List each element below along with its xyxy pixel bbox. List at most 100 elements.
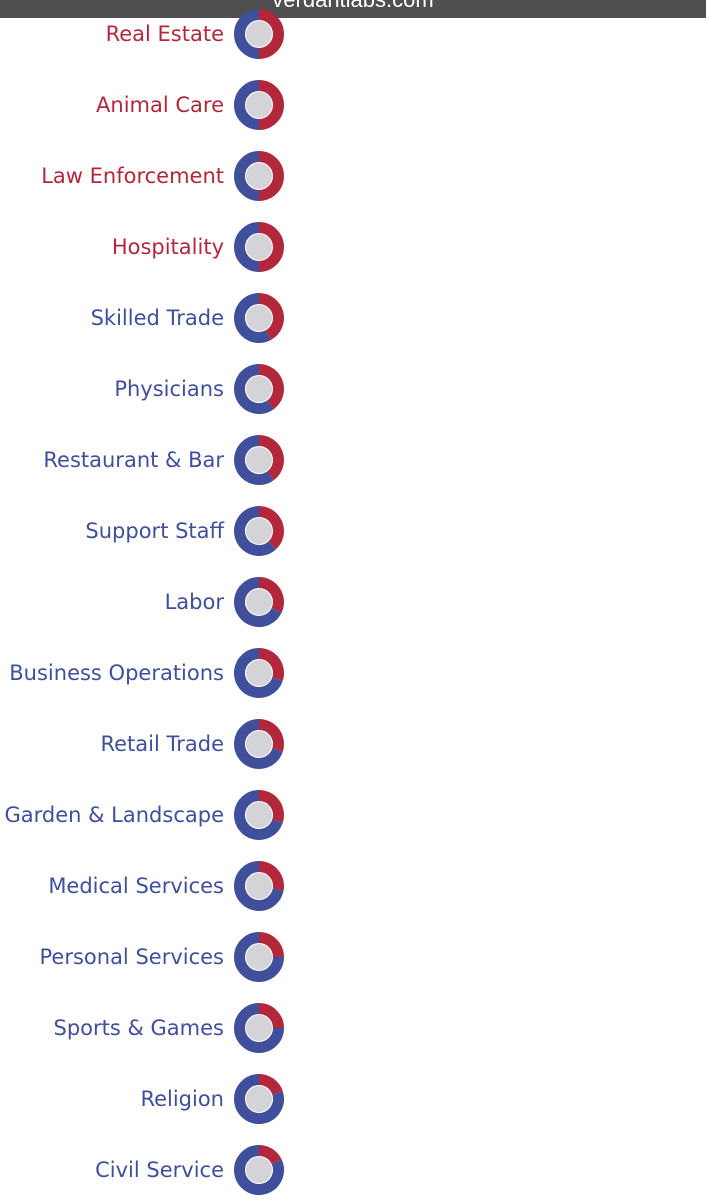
chart-row: Skilled Trade xyxy=(91,293,284,343)
chart-row: Real Estate xyxy=(106,9,284,59)
donut-red-segment xyxy=(258,719,284,752)
donut xyxy=(234,719,284,769)
donut xyxy=(234,1074,284,1124)
donut-hole xyxy=(246,1086,272,1112)
donut-hole xyxy=(246,163,272,189)
donut-red-segment xyxy=(258,1145,282,1165)
donut-blue-segment xyxy=(234,151,260,201)
donut xyxy=(234,648,284,698)
category-label: Business Operations xyxy=(9,661,224,685)
donut-hole xyxy=(246,447,272,473)
category-label: Real Estate xyxy=(106,22,224,46)
donut-red-segment xyxy=(258,80,284,130)
donut-blue-segment xyxy=(234,1145,284,1195)
chart-row: Garden & Landscape xyxy=(4,790,284,840)
donut-red-segment xyxy=(258,151,284,201)
donut-hole xyxy=(246,731,272,757)
category-label: Sports & Games xyxy=(53,1016,224,1040)
donut-red-segment xyxy=(258,9,284,59)
chart-row: Medical Services xyxy=(48,861,284,911)
category-label: Labor xyxy=(165,590,225,614)
chart-row: Support Staff xyxy=(85,506,284,556)
donut-red-segment xyxy=(258,932,284,958)
donut-blue-segment xyxy=(234,648,283,698)
donut xyxy=(234,1003,284,1053)
category-label: Animal Care xyxy=(96,93,224,117)
donut xyxy=(234,9,284,59)
donut-red-segment xyxy=(258,648,284,681)
donut-blue-segment xyxy=(234,577,282,627)
category-label: Skilled Trade xyxy=(91,306,224,330)
donut-blue-segment xyxy=(234,1003,284,1053)
donut-blue-segment xyxy=(234,222,260,272)
donut-hole xyxy=(246,21,272,47)
chart-row: Sports & Games xyxy=(53,1003,284,1053)
donut-red-segment xyxy=(258,506,284,550)
chart-row: Physicians xyxy=(114,364,284,414)
donut-hole xyxy=(246,589,272,615)
donut xyxy=(234,364,284,414)
donut-hole xyxy=(246,92,272,118)
category-label: Civil Service xyxy=(95,1158,224,1182)
chart-row: Law Enforcement xyxy=(41,151,284,201)
donut-hole xyxy=(246,1157,272,1183)
donut-red-segment xyxy=(258,790,284,823)
donut xyxy=(234,293,284,343)
browser-url-text: verdantlabs.com xyxy=(0,0,706,13)
category-label: Restaurant & Bar xyxy=(43,448,224,472)
donut xyxy=(234,861,284,911)
donut-hole xyxy=(246,518,272,544)
donut xyxy=(234,790,284,840)
donut-hole xyxy=(246,234,272,260)
donut-blue-segment xyxy=(234,719,283,769)
donut-blue-segment xyxy=(234,9,260,59)
donut-red-segment xyxy=(258,861,284,891)
donut xyxy=(234,151,284,201)
donut-red-segment xyxy=(258,577,284,613)
category-label: Personal Services xyxy=(40,945,225,969)
category-label: Religion xyxy=(140,1087,224,1111)
chart-row: Restaurant & Bar xyxy=(43,435,284,485)
donut-blue-segment xyxy=(234,790,283,840)
category-label: Law Enforcement xyxy=(41,164,224,188)
donut-hole xyxy=(246,305,272,331)
donut-red-segment xyxy=(258,1003,284,1029)
donut-red-segment xyxy=(258,435,284,481)
category-label: Support Staff xyxy=(85,519,224,543)
donut xyxy=(234,932,284,982)
donut-hole xyxy=(246,873,272,899)
chart-row: Religion xyxy=(140,1074,284,1124)
donut-blue-segment xyxy=(234,435,274,485)
donut-blue-segment xyxy=(234,932,284,982)
donut-blue-segment xyxy=(234,1074,284,1124)
chart-row: Retail Trade xyxy=(100,719,284,769)
donut-hole xyxy=(246,944,272,970)
donut-hole xyxy=(246,1015,272,1041)
donut-red-segment xyxy=(258,1074,283,1096)
donut-hole xyxy=(246,376,272,402)
donut xyxy=(234,577,284,627)
donut-blue-segment xyxy=(234,364,274,414)
donut-blue-segment xyxy=(234,861,284,911)
donut xyxy=(234,80,284,130)
donut-blue-segment xyxy=(234,80,260,130)
donut-red-segment xyxy=(258,293,284,340)
donut xyxy=(234,506,284,556)
category-label: Hospitality xyxy=(112,235,224,259)
donut-blue-segment xyxy=(234,293,272,343)
donut-hole xyxy=(246,802,272,828)
chart-row: Personal Services xyxy=(40,932,284,982)
donut xyxy=(234,435,284,485)
donut-blue-segment xyxy=(234,506,277,556)
donut-red-segment xyxy=(258,364,284,410)
donut-red-segment xyxy=(258,222,284,272)
browser-url-bar[interactable]: verdantlabs.com xyxy=(0,0,706,18)
donut-hole xyxy=(246,660,272,686)
donut xyxy=(234,222,284,272)
category-label: Garden & Landscape xyxy=(4,803,224,827)
chart-row: Animal Care xyxy=(96,80,284,130)
chart-row: Labor xyxy=(165,577,284,627)
category-label: Retail Trade xyxy=(100,732,224,756)
category-label: Medical Services xyxy=(48,874,224,898)
